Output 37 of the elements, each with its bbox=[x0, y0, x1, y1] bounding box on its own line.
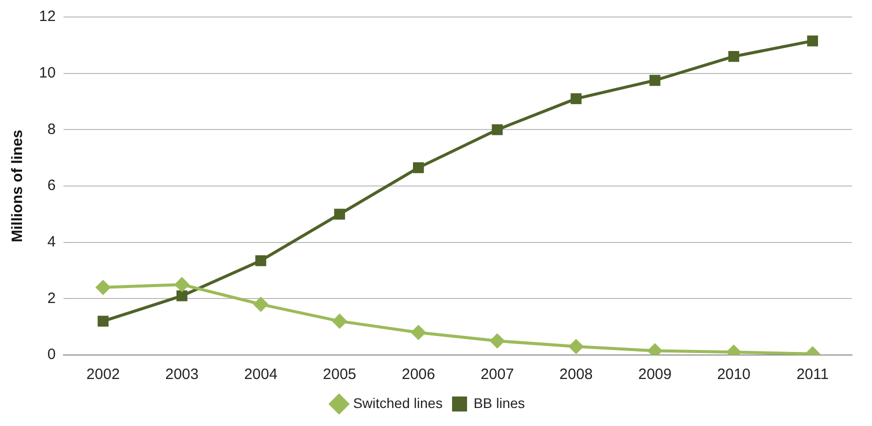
point bbox=[332, 314, 348, 329]
point bbox=[96, 280, 111, 295]
y-tick-label: 6 bbox=[47, 177, 56, 194]
x-tick-label: 2005 bbox=[322, 366, 356, 384]
point bbox=[807, 35, 818, 46]
point bbox=[490, 333, 505, 348]
point bbox=[253, 296, 268, 312]
point bbox=[410, 324, 426, 340]
legend-label: Switched lines bbox=[353, 394, 443, 411]
x-tick-label: 2004 bbox=[244, 366, 278, 384]
point bbox=[412, 162, 424, 174]
point bbox=[728, 50, 740, 62]
point bbox=[568, 339, 584, 354]
x-tick-label: 2011 bbox=[796, 366, 829, 384]
x-tick-label: 2009 bbox=[638, 366, 672, 384]
x-tick-label: 2007 bbox=[480, 366, 514, 384]
point bbox=[174, 277, 190, 292]
y-tick-label: 8 bbox=[47, 120, 56, 138]
y-axis-title: Millions of lines bbox=[9, 130, 26, 242]
point bbox=[649, 74, 660, 86]
y-tick-label: 12 bbox=[38, 8, 56, 26]
point bbox=[98, 316, 109, 327]
y-tick-label: 10 bbox=[38, 64, 56, 82]
x-tick-label: 2008 bbox=[559, 366, 593, 384]
point bbox=[570, 93, 582, 104]
point bbox=[255, 255, 266, 266]
point bbox=[492, 124, 503, 136]
legend-label: BB lines bbox=[474, 394, 525, 411]
y-tick-label: 0 bbox=[47, 346, 56, 364]
point bbox=[334, 208, 346, 220]
x-tick-label: 2002 bbox=[86, 366, 120, 384]
y-tick-label: 4 bbox=[47, 233, 56, 250]
x-tick-label: 2010 bbox=[717, 366, 750, 384]
x-tick-label: 2003 bbox=[165, 366, 199, 384]
point bbox=[176, 290, 188, 302]
x-tick-label: 2006 bbox=[402, 366, 436, 384]
y-tick-label: 2 bbox=[47, 290, 56, 307]
